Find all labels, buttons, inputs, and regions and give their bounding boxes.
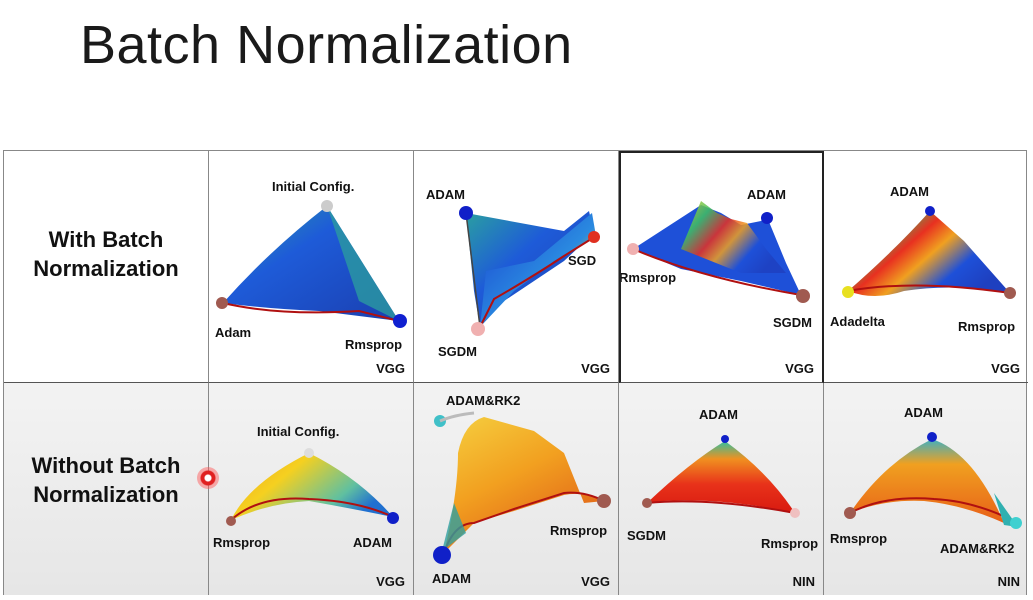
label-sgdm: SGDM: [438, 344, 477, 359]
network-label: NIN: [997, 574, 1020, 589]
loss-landscape-plot: [216, 200, 407, 328]
landscape-cell-highlighted: Rmsprop ADAM SGDM VGG: [619, 151, 824, 383]
loss-landscape-plot: [844, 432, 1022, 529]
landscape-cell: ADAM Rmsprop ADAM&RK2 NIN: [824, 383, 1028, 595]
row-label-line2: Normalization: [33, 482, 179, 507]
label-rmsprop: Rmsprop: [550, 523, 608, 538]
loss-landscape-plot: [226, 448, 399, 526]
label-adam: ADAM: [699, 407, 738, 422]
slide-title: Batch Normalization: [80, 15, 573, 75]
network-label: NIN: [792, 574, 815, 589]
label-sgd: SGD: [568, 253, 597, 268]
label-initial-config: Initial Config.: [272, 179, 355, 194]
label-adam-rk2: ADAM&RK2: [940, 541, 1015, 556]
network-label: VGG: [376, 574, 405, 589]
landscape-cell: ADAM Adadelta Rmsprop VGG: [824, 151, 1028, 383]
row-label-line2: Normalization: [33, 256, 179, 281]
label-sgdm: SGDM: [773, 315, 812, 330]
landscape-cell: ADAM SGDM Rmsprop NIN: [619, 383, 824, 595]
landscape-cell: Initial Config. Rmsprop ADAM VGG: [209, 383, 414, 595]
label-adam: ADAM: [747, 187, 786, 202]
loss-landscape-plot: [627, 201, 810, 303]
label-sgdm: SGDM: [627, 528, 666, 543]
label-rmsprop: Rmsprop: [345, 337, 403, 352]
label-adam: ADAM: [904, 405, 943, 420]
row-label-line1: With Batch: [48, 227, 164, 252]
loss-landscape-plot: [433, 411, 611, 564]
landscape-cell: Initial Config. Adam Rmsprop VGG: [209, 151, 414, 383]
row-without-batch-norm: Without Batch Normalization Initial Conf…: [4, 383, 1026, 595]
label-rmsprop: Rmsprop: [619, 270, 677, 285]
landscape-cell: ADAM SGD SGDM VGG: [414, 151, 619, 383]
network-label: VGG: [376, 361, 405, 376]
label-rmsprop: Rmsprop: [958, 319, 1016, 334]
network-label: VGG: [581, 361, 610, 376]
network-label: VGG: [785, 361, 814, 376]
label-adam: ADAM: [426, 187, 465, 202]
laser-pointer-icon: [197, 467, 219, 489]
row-label-line1: Without Batch: [31, 453, 181, 478]
label-rmsprop: Rmsprop: [830, 531, 888, 546]
label-adadelta: Adadelta: [830, 314, 885, 329]
label-rmsprop: Rmsprop: [761, 536, 819, 551]
comparison-grid: With Batch Normalization Initial Config.…: [3, 150, 1028, 595]
network-label: VGG: [991, 361, 1020, 376]
label-adam-rk2: ADAM&RK2: [446, 393, 521, 408]
loss-landscape-plot: [842, 206, 1016, 299]
label-adam: ADAM: [353, 535, 392, 550]
loss-landscape-plot: [459, 206, 600, 336]
network-label: VGG: [581, 574, 610, 589]
label-adam: Adam: [215, 325, 252, 340]
row-label-cell: Without Batch Normalization: [4, 383, 209, 595]
row-with-batch-norm: With Batch Normalization Initial Config.…: [4, 151, 1028, 383]
landscape-cell: ADAM&RK2 Rmsprop ADAM VGG: [414, 383, 619, 595]
label-initial-config: Initial Config.: [257, 424, 340, 439]
loss-landscape-plot: [642, 435, 800, 518]
label-adam: ADAM: [432, 571, 471, 586]
label-rmsprop: Rmsprop: [213, 535, 271, 550]
label-adam: ADAM: [890, 184, 929, 199]
row-label-cell: With Batch Normalization: [4, 151, 209, 383]
